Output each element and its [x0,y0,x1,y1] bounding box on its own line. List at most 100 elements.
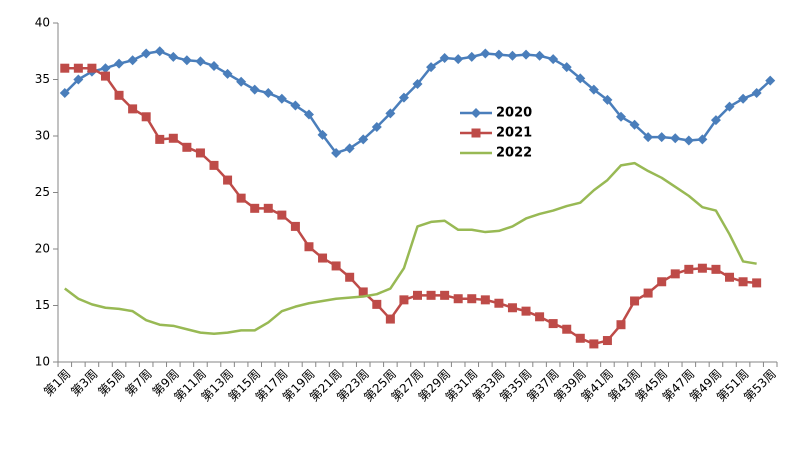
point [751,88,762,99]
legend-marker [471,108,481,118]
point [60,63,70,73]
point [331,147,342,158]
point [426,290,436,300]
y-tick-label: 35 [35,72,50,86]
point [399,295,409,305]
point [250,203,260,213]
point [141,48,152,59]
point [182,142,192,152]
point [398,92,409,103]
y-tick-label: 40 [35,16,50,30]
point [657,277,667,287]
point [643,288,653,298]
point [114,58,125,69]
point [697,263,707,273]
series-line [64,66,757,346]
point [222,68,233,79]
point [453,294,463,304]
point [710,115,721,126]
point [765,75,776,86]
point [602,94,613,105]
point [385,108,396,119]
point [752,278,762,288]
point [128,104,138,114]
point [494,298,504,308]
point [209,60,220,71]
point [371,121,382,132]
legend-label: 2021 [496,126,532,141]
point [683,135,694,146]
point [100,63,111,74]
y-tick-label: 30 [35,129,50,143]
y-tick-label: 25 [35,185,50,199]
point [630,296,640,306]
point [629,119,640,130]
point [168,133,178,143]
point [521,306,531,316]
point [290,221,300,231]
point [697,134,708,145]
point [439,53,450,64]
point [656,132,667,143]
point [426,62,437,73]
point [453,54,464,65]
point [615,111,626,122]
point [575,73,586,84]
point [195,148,205,158]
point [562,324,572,334]
point [87,63,97,73]
point [413,290,422,300]
point [602,336,612,346]
point [73,63,83,73]
point [507,303,517,313]
point [344,143,355,154]
point [236,193,246,203]
point [100,71,110,81]
x-tick-label: 第3周 [68,367,100,399]
point [168,51,179,62]
point [711,264,721,274]
point [155,134,165,144]
point [507,50,518,61]
point [358,134,369,145]
y-tick-label: 20 [35,242,50,256]
point [467,294,477,304]
y-tick-label: 15 [35,298,50,312]
point [588,84,599,95]
x-tick-label: 第7周 [123,367,155,399]
point [331,261,341,271]
point [548,54,559,65]
point [263,203,273,213]
legend-label: 2022 [496,146,532,161]
point [195,56,206,67]
point [59,88,70,99]
point [643,132,654,143]
point [303,109,314,120]
point [616,320,626,330]
point [725,272,735,282]
point [738,277,748,287]
point [318,253,328,263]
point [209,160,219,170]
point [385,314,395,324]
point [548,319,558,329]
point [493,49,504,60]
point [589,339,599,349]
point [372,299,382,309]
x-tick-label: 第1周 [41,367,73,399]
point [412,79,423,90]
point [535,312,545,322]
x-tick-label: 第5周 [95,367,127,399]
point [223,175,233,185]
point [304,242,314,252]
point [480,48,491,59]
point [290,100,301,111]
point [670,269,680,279]
point [154,46,165,57]
point [127,55,138,66]
point [534,50,545,61]
point [521,49,532,60]
point [141,112,151,122]
point [317,129,328,140]
